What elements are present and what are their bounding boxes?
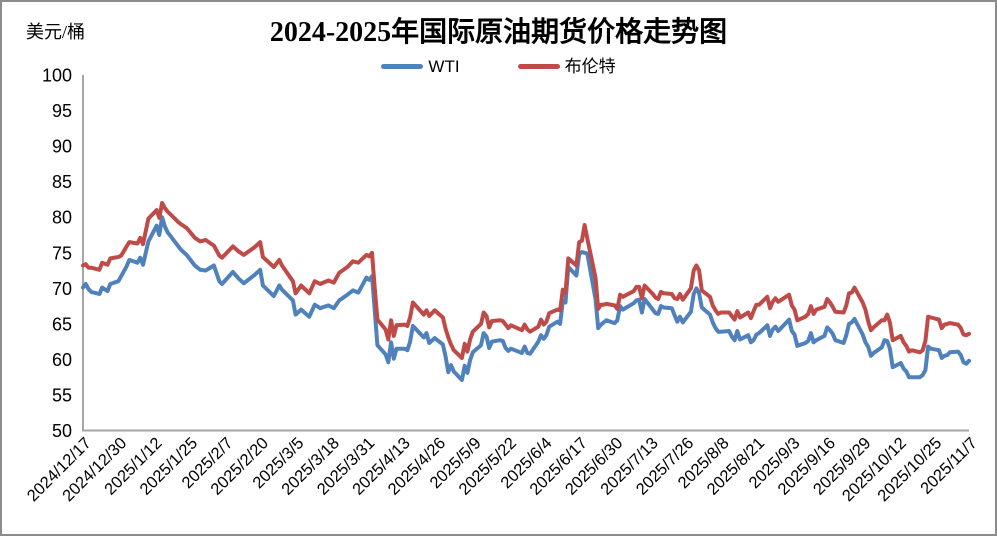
y-axis-tick-label: 100 (42, 66, 72, 86)
y-axis-unit-label: 美元/桶 (26, 22, 86, 42)
y-axis-tick-label: 85 (52, 172, 72, 192)
wti-line-swatch (381, 64, 424, 69)
axes (82, 75, 969, 432)
legend-label-brent: 布伦特 (564, 57, 616, 76)
y-axis-tick-label: 65 (52, 314, 72, 334)
legend-label-wti: WTI (428, 57, 460, 76)
wti-line (81, 215, 971, 382)
y-axis-tick-label: 75 (52, 243, 72, 263)
brent-line-swatch (517, 64, 560, 69)
legend-item-brent: 布伦特 (517, 57, 616, 76)
brent-line (81, 201, 971, 360)
chart-title: 2024-2025年国际原油期货价格走势图 (269, 17, 728, 48)
y-axis-tick-label: 60 (52, 350, 72, 370)
y-axis-tick-label: 80 (52, 208, 72, 228)
y-axis-tick-label: 50 (52, 421, 72, 441)
legend: WTI 布伦特 (2, 58, 995, 75)
legend-item-wti: WTI (381, 57, 460, 76)
y-axis-tick-label: 95 (52, 101, 72, 121)
y-axis-tick-label: 90 (52, 137, 72, 157)
y-axis-tick-label: 55 (52, 385, 72, 405)
y-axis-tick-label: 70 (52, 279, 72, 299)
